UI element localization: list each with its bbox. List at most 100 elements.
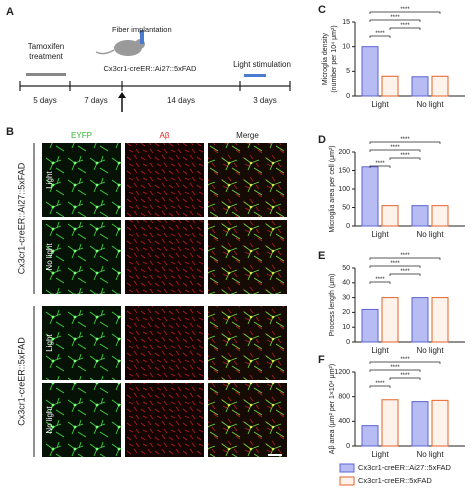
bar — [361, 425, 379, 447]
bar — [431, 399, 449, 447]
y-tick-label: 50 — [342, 204, 350, 211]
significance-label: **** — [400, 23, 410, 29]
y-axis-label: Microglia area per cell (μm²) — [329, 145, 336, 232]
x-tick-label: No light — [416, 450, 444, 459]
y-tick-label: 20 — [342, 309, 350, 316]
y-tick-label: 800 — [338, 394, 350, 401]
y-tick-label: 10 — [342, 44, 350, 51]
panel-label: D — [318, 134, 326, 146]
bar — [381, 297, 399, 343]
significance-bracket — [369, 265, 421, 268]
y-tick-label: 0 — [346, 339, 350, 346]
significance-label: **** — [390, 15, 400, 21]
y-axis-label: Process length (μm) — [329, 274, 336, 337]
x-tick-label: No light — [416, 230, 444, 239]
significance-label: **** — [375, 161, 385, 167]
bar — [361, 46, 379, 97]
micrograph — [42, 306, 121, 380]
micrograph — [208, 143, 287, 217]
significance-label: **** — [400, 373, 410, 379]
x-tick-label: Light — [371, 230, 389, 239]
legend-swatch — [339, 463, 355, 473]
timeline-ticks — [19, 81, 291, 91]
timeline-panel: A Tamoxifen treatment Fiber implantation… — [6, 6, 291, 112]
significance-bracket — [389, 377, 421, 380]
duration-label: 5 days — [33, 96, 57, 105]
significance-bracket — [369, 35, 391, 38]
charts: C 0 5 10 15 Microglia density (number per 10⁴ … — [318, 4, 465, 486]
duration-label: 14 days — [167, 96, 195, 105]
bar — [381, 399, 399, 447]
y-tick-label: 400 — [338, 418, 350, 425]
significance-label: **** — [400, 269, 410, 275]
significance-label: **** — [375, 381, 385, 387]
bar — [381, 205, 399, 227]
micrograph — [42, 220, 121, 294]
y-axis-label: (number per 10⁴ μm²) — [331, 25, 338, 92]
group-label: Cx3cr1-creER::Ai27::5xFAD — [16, 162, 26, 274]
legend-swatch — [339, 476, 355, 486]
row-label: No light — [45, 406, 54, 434]
y-tick-label: 15 — [342, 19, 350, 26]
panel-label: F — [318, 354, 325, 366]
y-tick-label: 150 — [338, 167, 350, 174]
treatment-label: Tamoxifen — [28, 42, 64, 51]
x-tick-label: No light — [416, 100, 444, 109]
micrograph — [208, 383, 287, 457]
row-label: Light — [45, 334, 54, 352]
x-tick-label: Light — [371, 450, 389, 459]
legend-label: Cx3cr1-creER::5xFAD — [358, 476, 432, 485]
y-axis-label: Microglia density — [322, 32, 329, 85]
y-tick-label: 200 — [338, 149, 350, 156]
bar — [361, 166, 379, 227]
significance-bracket — [369, 165, 391, 168]
duration-label: 3 days — [253, 96, 277, 105]
duration-label: 7 days — [84, 96, 108, 105]
y-tick-label: 1200 — [334, 369, 350, 376]
x-tick-label: Light — [371, 346, 389, 355]
row-label: Light — [45, 171, 54, 189]
significance-label: **** — [400, 153, 410, 159]
y-tick-label: 40 — [342, 280, 350, 287]
channel-label: Merge — [236, 131, 259, 140]
channel-label: EYFP — [71, 131, 92, 140]
mouse-label: Cx3cr1-creER::Ai27::5xFAD — [104, 64, 198, 73]
significance-bracket — [369, 369, 421, 372]
bar — [431, 75, 449, 97]
micrograph — [208, 306, 287, 380]
y-tick-label: 50 — [342, 265, 350, 272]
significance-label: **** — [390, 145, 400, 151]
y-tick-label: 0 — [346, 223, 350, 230]
tamoxifen-bar — [26, 73, 66, 76]
significance-bracket — [369, 361, 441, 364]
row-label: No light — [45, 243, 54, 271]
surgery-label: Fiber implantation — [112, 25, 172, 34]
x-tick-label: Light — [371, 100, 389, 109]
y-tick-label: 0 — [346, 443, 350, 450]
significance-bracket — [369, 19, 421, 22]
panel-label: A — [6, 6, 14, 18]
y-tick-label: 10 — [342, 324, 350, 331]
bar — [411, 297, 429, 343]
y-axis-label: Aβ area (μm² per 1×10⁴ μm²) — [329, 364, 336, 454]
micrograph — [125, 220, 204, 294]
y-tick-label: 100 — [338, 186, 350, 193]
micrograph — [42, 383, 121, 457]
significance-bracket — [369, 141, 441, 144]
micrograph — [42, 143, 121, 217]
significance-bracket — [369, 149, 421, 152]
micrograph — [208, 220, 287, 294]
significance-label: **** — [400, 137, 410, 143]
legend-label: Cx3cr1-creER::Ai27::5xFAD — [358, 463, 452, 472]
significance-bracket — [389, 273, 421, 276]
significance-bracket — [369, 11, 441, 14]
bar — [361, 308, 379, 343]
fiber-icon — [140, 30, 144, 44]
bar — [411, 401, 429, 447]
treatment-label: treatment — [29, 52, 64, 61]
y-tick-label: 5 — [346, 68, 350, 75]
y-tick-label: 30 — [342, 294, 350, 301]
significance-label: **** — [400, 7, 410, 13]
significance-label: **** — [390, 365, 400, 371]
